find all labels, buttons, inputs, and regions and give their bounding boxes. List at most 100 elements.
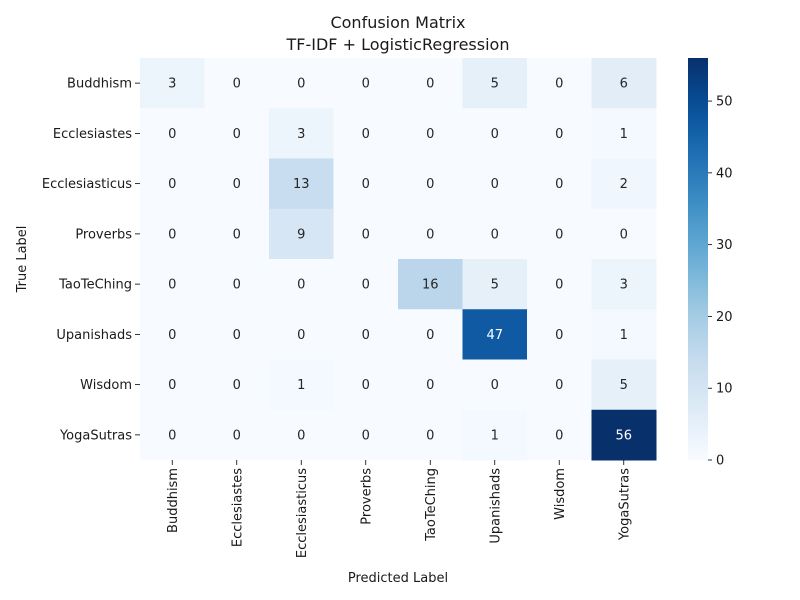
cell-value-label: 0 (426, 328, 434, 343)
cell-value-label: 0 (233, 177, 241, 192)
cell-value-label: 0 (362, 278, 370, 293)
heatmap-cell (462, 58, 528, 109)
heatmap-cell (269, 208, 334, 260)
cell-value-label: 0 (426, 227, 434, 242)
heatmap-cell (333, 208, 399, 260)
colorbar-tick-label: 10 (716, 382, 733, 397)
heatmap-cell (204, 259, 270, 310)
cell-value-label: 1 (491, 428, 499, 443)
heatmap-cell (333, 259, 399, 310)
heatmap-cell (591, 359, 657, 411)
cell-value-label: 5 (620, 378, 628, 393)
heatmap-cell (269, 158, 334, 210)
heatmap-cell (204, 309, 270, 360)
heatmap-cell (140, 259, 205, 310)
heatmap-cell (462, 259, 528, 310)
colorbar-tick-label: 0 (716, 454, 724, 469)
cell-value-label: 1 (620, 328, 628, 343)
cell-value-label: 0 (362, 328, 370, 343)
cell-value-label: 5 (491, 278, 499, 293)
cell-value-label: 0 (555, 127, 563, 142)
y-tick-label: Proverbs (75, 227, 132, 242)
heatmap-cell (204, 409, 270, 461)
heatmap-cell (462, 359, 528, 411)
heatmap-cell (527, 58, 592, 109)
cell-value-label: 3 (620, 278, 628, 293)
heatmap-cell (140, 409, 205, 461)
cell-value-label: 56 (615, 428, 632, 443)
heatmap-cell (333, 58, 399, 109)
cell-value-label: 0 (362, 227, 370, 242)
cell-value-label: 47 (486, 328, 503, 343)
heatmap-cell (527, 208, 592, 260)
heatmap-cell (591, 208, 657, 260)
heatmap-cell (269, 259, 334, 310)
colorbar-tick-label: 40 (716, 166, 733, 181)
x-axis-label: Predicted Label (348, 571, 448, 586)
cell-value-label: 0 (233, 378, 241, 393)
cell-value-label: 5 (491, 77, 499, 92)
cell-value-label: 0 (555, 328, 563, 343)
cell-value-label: 0 (233, 428, 241, 443)
heatmap-cell (462, 108, 528, 159)
cell-value-label: 0 (555, 77, 563, 92)
cell-value-label: 0 (491, 378, 499, 393)
cell-value-label: 0 (620, 227, 628, 242)
cell-value-label: 0 (297, 328, 305, 343)
cell-value-label: 0 (233, 127, 241, 142)
cell-value-label: 0 (168, 428, 176, 443)
cell-value-label: 0 (555, 177, 563, 192)
x-tick-label: Buddhism (166, 468, 181, 533)
cell-value-label: 0 (555, 227, 563, 242)
cell-value-label: 0 (168, 127, 176, 142)
cell-value-label: 0 (555, 428, 563, 443)
cell-value-label: 1 (620, 127, 628, 142)
y-tick-label: Ecclesiastes (53, 127, 132, 142)
heatmap-cell (204, 359, 270, 411)
heatmap-cell (140, 58, 205, 109)
heatmap-cell (591, 158, 657, 210)
cell-value-label: 0 (491, 127, 499, 142)
heatmap-cell (269, 359, 334, 411)
cell-value-label: 3 (168, 77, 176, 92)
cell-value-label: 0 (168, 227, 176, 242)
heatmap-cell (333, 409, 399, 461)
x-tick-label: Proverbs (359, 468, 374, 525)
x-tick-label: Upanishads (488, 468, 503, 544)
cell-value-label: 0 (426, 177, 434, 192)
cell-value-label: 0 (426, 428, 434, 443)
cell-value-label: 3 (297, 127, 305, 142)
heatmap-cell (204, 158, 270, 210)
heatmap-cell (527, 108, 592, 159)
y-tick-label: YogaSutras (59, 428, 132, 443)
cell-value-label: 16 (422, 278, 439, 293)
cell-value-label: 1 (297, 378, 305, 393)
y-tick-label: Wisdom (80, 378, 132, 393)
colorbar-tick-label: 50 (716, 95, 733, 110)
heatmap-cell (462, 409, 528, 461)
heatmap-cell (140, 108, 205, 159)
cell-value-label: 0 (233, 227, 241, 242)
cell-value-label: 0 (362, 428, 370, 443)
cell-value-label: 0 (362, 77, 370, 92)
heatmap-cell (527, 309, 592, 360)
heatmap-cell (527, 158, 592, 210)
chart-title: Confusion Matrix (330, 13, 465, 32)
heatmap-cell (462, 309, 528, 360)
colorbar-tick-label: 20 (716, 310, 733, 325)
cell-value-label: 0 (555, 378, 563, 393)
heatmap-cell (398, 108, 463, 159)
x-tick-label: Ecclesiastes (230, 468, 245, 547)
heatmap-cell (140, 158, 205, 210)
heatmap-cell (527, 409, 592, 461)
heatmap-cell (269, 309, 334, 360)
heatmap-cell (140, 359, 205, 411)
cell-value-label: 0 (362, 378, 370, 393)
heatmap-cell (204, 108, 270, 159)
cell-value-label: 0 (168, 378, 176, 393)
heatmap-cell (269, 58, 334, 109)
heatmap-cell (591, 309, 657, 360)
heatmap-cell (527, 259, 592, 310)
colorbar (688, 58, 708, 460)
